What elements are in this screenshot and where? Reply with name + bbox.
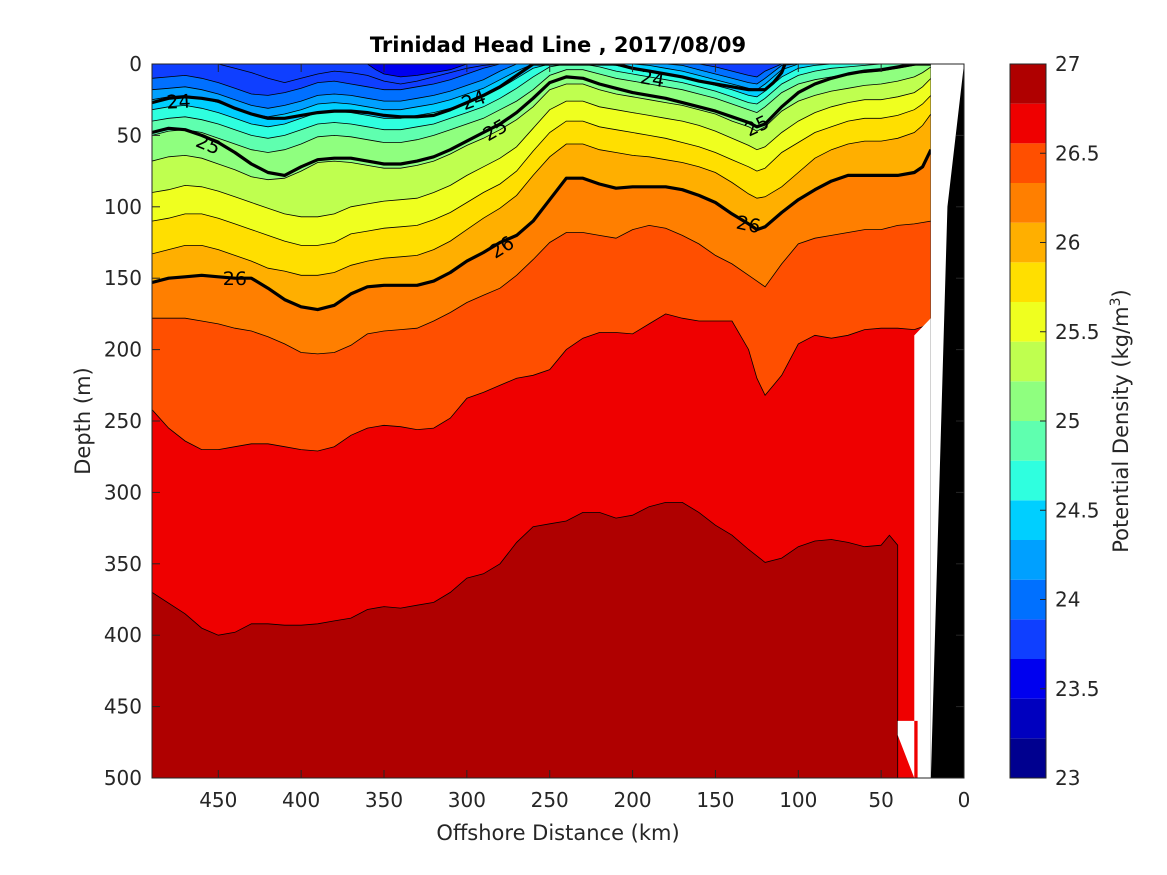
y-tick-label: 200 xyxy=(104,338,142,362)
colorbar-swatch xyxy=(1010,262,1046,302)
y-tick-label: 0 xyxy=(129,52,142,76)
colorbar-swatch xyxy=(1010,540,1046,580)
x-tick-label: 150 xyxy=(696,788,734,812)
colorbar-tick-label: 24 xyxy=(1055,588,1080,612)
y-tick-label: 150 xyxy=(104,266,142,290)
colorbar-tick-label: 27 xyxy=(1055,52,1080,76)
y-tick-label: 500 xyxy=(104,766,142,790)
y-axis-label: Depth (m) xyxy=(71,367,95,474)
colorbar-swatch xyxy=(1010,302,1046,342)
x-tick-label: 350 xyxy=(365,788,403,812)
colorbar-swatch xyxy=(1010,659,1046,699)
y-tick-label: 350 xyxy=(104,552,142,576)
contour-line-26 xyxy=(152,149,933,312)
chart-title: Trinidad Head Line , 2017/08/09 xyxy=(370,33,746,57)
x-tick-label: 400 xyxy=(282,788,320,812)
colorbar-swatch xyxy=(1010,698,1046,739)
x-tick-label: 50 xyxy=(868,788,893,812)
colorbar-tick-label: 24.5 xyxy=(1055,498,1100,522)
x-axis-label: Offshore Distance (km) xyxy=(436,821,679,845)
x-tick-label: 0 xyxy=(958,788,971,812)
contour-label-8: 26 xyxy=(734,212,762,239)
colorbar-swatch xyxy=(1010,64,1046,104)
y-tick-label: 50 xyxy=(117,123,142,147)
x-tick-label: 100 xyxy=(779,788,817,812)
y-tick-label: 250 xyxy=(104,409,142,433)
colorbar-tick-label: 23.5 xyxy=(1055,677,1100,701)
axes: 450 400 350 300 250 200 150 100 50 00501001502002… xyxy=(104,52,971,812)
x-tick-label: 250 xyxy=(531,788,569,812)
contour-line-24 xyxy=(152,64,787,120)
y-tick-label: 100 xyxy=(104,195,142,219)
shoreline-wedge xyxy=(930,64,964,778)
colorbar: 27 26.5 26 25.5 25 24.5 24 23.5 23 xyxy=(1009,52,1100,790)
colorbar-swatch xyxy=(1010,103,1046,144)
colorbar-tick-label: 25 xyxy=(1055,409,1080,433)
colorbar-tick-label: 26 xyxy=(1055,231,1080,255)
x-tick-label: 450 xyxy=(199,788,237,812)
y-tick-label: 450 xyxy=(104,695,142,719)
contour-label-0: 24 xyxy=(166,91,191,114)
colorbar-tick-label: 23 xyxy=(1055,766,1080,790)
colorbar-swatch xyxy=(1010,381,1046,421)
colorbar-swatch xyxy=(1010,143,1046,183)
colorbar-tick-label: 26.5 xyxy=(1055,141,1100,165)
contour-line-25 xyxy=(152,64,931,177)
no-data-region xyxy=(897,318,931,778)
colorbar-label: Potential Density (kg/m3) xyxy=(1108,289,1133,553)
colorbar-label-tail: ) xyxy=(1109,289,1133,297)
y-tick-label: 400 xyxy=(104,623,142,647)
colorbar-label-main: Potential Density (kg/m xyxy=(1109,306,1133,552)
colorbar-swatch xyxy=(1010,421,1046,461)
y-tick-label: 300 xyxy=(104,480,142,504)
colorbar-swatch xyxy=(1010,619,1046,659)
contour-label-2: 24 xyxy=(638,66,666,92)
colorbar-swatch xyxy=(1010,500,1046,540)
contour-band-15 xyxy=(366,64,468,78)
contour-band-0 xyxy=(152,502,899,778)
colorbar-label-superscript: 3 xyxy=(1108,297,1124,306)
colorbar-swatch xyxy=(1010,460,1046,501)
x-tick-label: 200 xyxy=(613,788,651,812)
contour-label-6: 26 xyxy=(223,268,247,290)
colorbar-tick-label: 25.5 xyxy=(1055,320,1100,344)
colorbar-swatch xyxy=(1010,183,1046,223)
colorbar-swatch xyxy=(1010,341,1046,382)
colorbar-swatch xyxy=(1010,738,1046,778)
x-tick-label: 300 xyxy=(448,788,486,812)
